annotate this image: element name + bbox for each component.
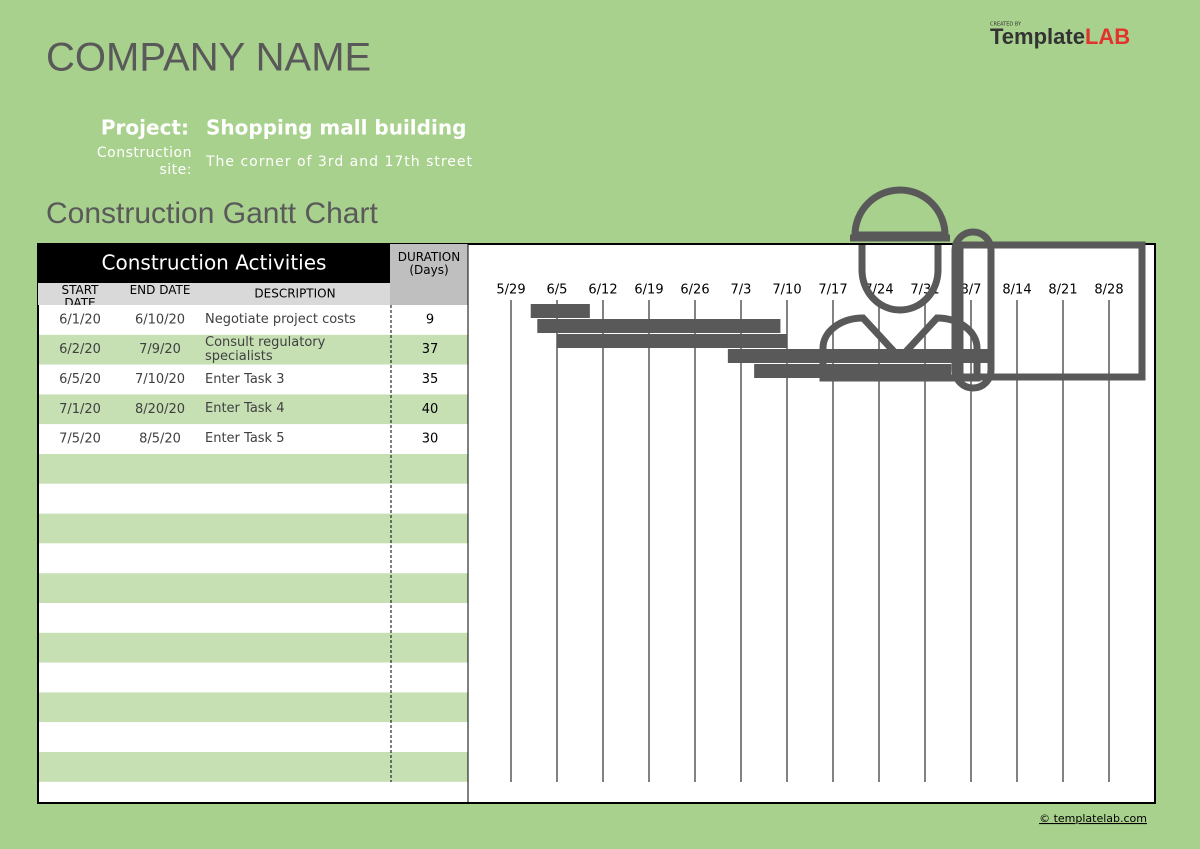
header-cell-box: START DATE	[61, 284, 99, 305]
chart-title: Construction Gantt Chart	[46, 197, 378, 230]
end-date: 7/10/20	[135, 372, 185, 387]
column-header: END DATE	[129, 284, 191, 297]
gantt-bar	[537, 319, 781, 333]
duration-header-bg	[390, 244, 468, 305]
row-bg	[39, 722, 468, 752]
duration: 37	[422, 342, 439, 357]
timeline-date: 8/28	[1094, 283, 1123, 298]
blueprint	[951, 228, 1146, 392]
row-bg	[39, 573, 468, 603]
start-date: 6/1/20	[59, 312, 101, 327]
description: Enter Task 5	[205, 431, 285, 447]
row-bg	[39, 334, 468, 365]
timeline-date: 6/26	[680, 283, 709, 298]
description: Enter Task 4	[205, 401, 285, 417]
project-label: Project:	[101, 116, 189, 140]
timeline-date: 7/3	[731, 283, 752, 298]
footer: © templatelab.com	[1039, 812, 1147, 825]
start-date: 6/2/20	[59, 342, 101, 357]
timeline-date: 6/12	[588, 283, 617, 298]
description-box: Enter Task 5	[205, 431, 285, 447]
column-header: DESCRIPTION	[254, 287, 335, 301]
start-date: 6/5/20	[59, 372, 101, 387]
timeline-date: 7/17	[818, 283, 847, 298]
engineer-icon	[819, 186, 1146, 392]
row-bg	[39, 483, 468, 514]
timeline-date: 8/21	[1048, 283, 1077, 298]
column-header: DURATION (Days)	[397, 251, 461, 277]
gantt-bar	[557, 334, 787, 348]
logo-created: CREATED BY	[990, 22, 1022, 28]
table-title: Construction Activities	[102, 251, 327, 275]
site-label-box: Construction site:	[96, 145, 192, 178]
timeline-date: 6/5	[547, 283, 568, 298]
end-date: 7/9/20	[139, 342, 181, 357]
company-name: COMPANY NAME	[46, 36, 371, 80]
logo-template: Template	[990, 24, 1085, 49]
row-bg	[39, 603, 468, 633]
column-header-bg	[38, 283, 390, 305]
gantt: 5/29 6/5 6/12 6/19 6/26 7/3 7/10 7/17 7/24 7/31 8/…	[496, 283, 1124, 782]
column-header: START DATE	[61, 284, 99, 305]
description-box: Enter Task 3	[205, 371, 285, 387]
start-date: 7/1/20	[59, 402, 101, 417]
gantt-bar	[727, 349, 991, 363]
row-bg	[39, 305, 468, 335]
timeline-date: 6/19	[634, 283, 663, 298]
description: Negotiate project costs	[205, 311, 356, 327]
row-bg	[39, 424, 468, 454]
description-box: Negotiate project costs	[205, 311, 356, 327]
project-value: Shopping mall building	[206, 116, 466, 140]
row-bg	[39, 662, 468, 693]
row-bg	[39, 513, 468, 544]
timeline-date: 8/7	[961, 283, 982, 298]
face	[858, 245, 942, 314]
row-bg	[39, 454, 468, 484]
description: Consult regulatory specialists	[205, 335, 326, 364]
end-date: 6/10/20	[135, 312, 185, 327]
duration: 30	[422, 432, 439, 447]
start-date: 7/5/20	[59, 432, 101, 447]
description-box: Consult regulatory specialists	[205, 335, 326, 364]
site-label: Construction site:	[96, 145, 192, 178]
end-date: 8/20/20	[135, 402, 185, 417]
duration: 40	[422, 402, 439, 417]
end-date: 8/5/20	[139, 432, 181, 447]
logo: TemplateLAB	[990, 24, 1130, 49]
helmet	[850, 186, 950, 242]
duration: 35	[422, 372, 439, 387]
timeline-date: 7/10	[772, 283, 801, 298]
row-bg	[39, 632, 468, 663]
table-title-bg	[38, 244, 390, 283]
header-cell-box: DURATION (Days)	[397, 251, 461, 277]
site-value: The corner of 3rd and 17th street	[205, 154, 473, 170]
row-bg	[39, 394, 468, 425]
row-bg	[39, 692, 468, 723]
timeline-date: 5/29	[496, 283, 525, 298]
header-cell-box: END DATE	[129, 284, 191, 297]
gantt-bar	[530, 304, 590, 318]
table-rows: 6/1/20 6/10/20 Negotiate project costs 9 6/2…	[39, 305, 468, 782]
row-bg	[39, 364, 468, 395]
description-box: Enter Task 4	[205, 401, 285, 417]
body	[819, 314, 981, 382]
description: Enter Task 3	[205, 371, 285, 387]
timeline-date: 8/14	[1002, 283, 1031, 298]
duration: 9	[426, 312, 434, 327]
row-bg	[39, 543, 468, 574]
row-bg	[39, 752, 468, 782]
logo-lab: LAB	[1085, 24, 1130, 49]
